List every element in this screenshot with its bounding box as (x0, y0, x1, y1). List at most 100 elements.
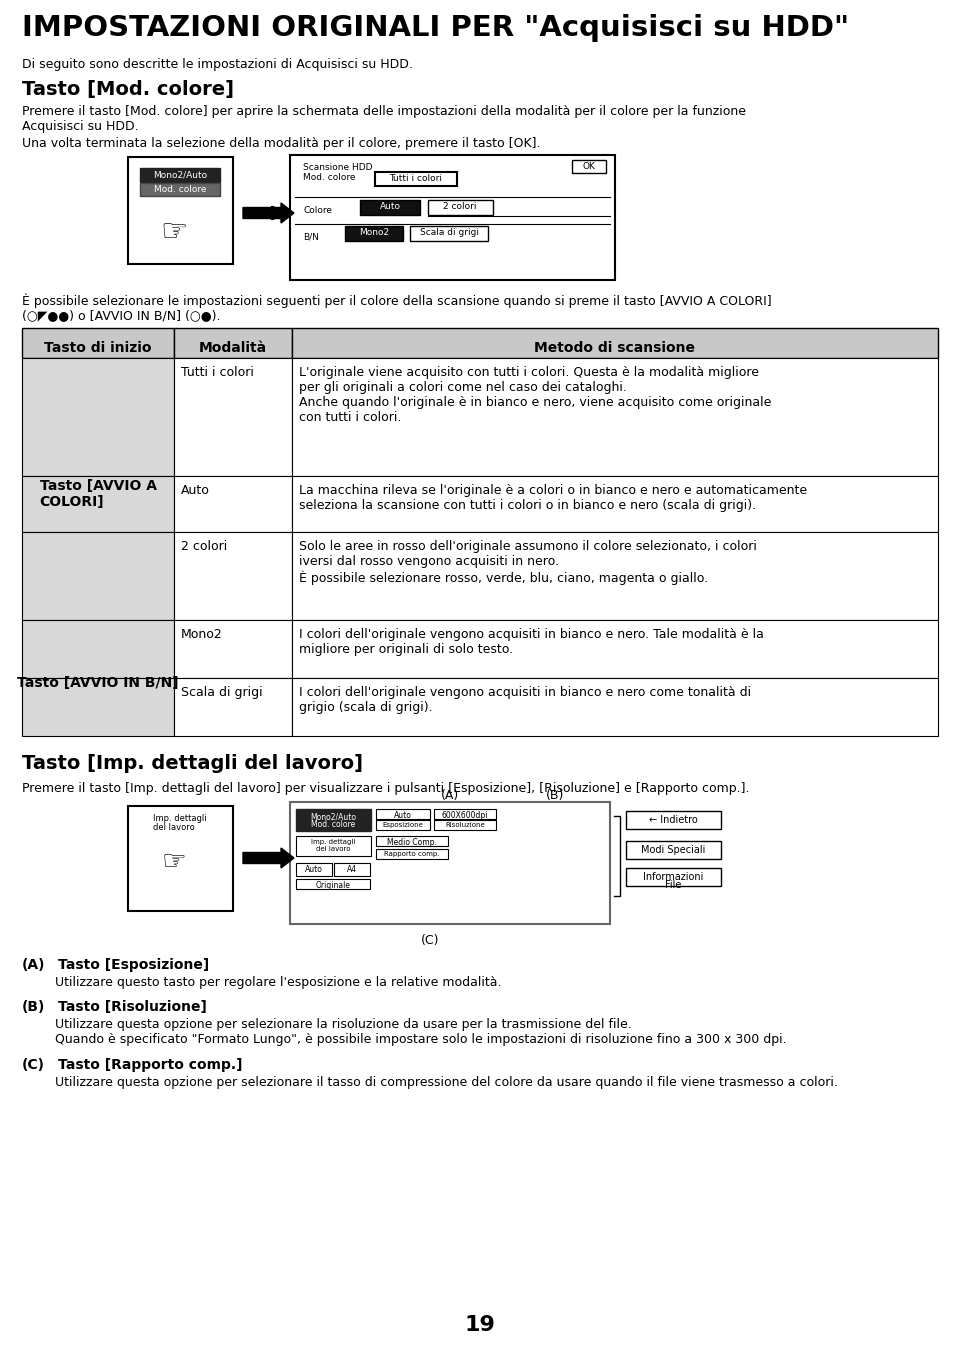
Bar (334, 863, 370, 875)
Text: Mono2: Mono2 (359, 229, 389, 237)
Text: Solo le aree in rosso dell'originale assumono il colore selezionato, i colori
iv: Solo le aree in rosso dell'originale ass… (299, 540, 756, 584)
Text: Tasto [Imp. dettagli del lavoro]: Tasto [Imp. dettagli del lavoro] (22, 754, 363, 773)
Text: Tasto [Rapporto comp.]: Tasto [Rapporto comp.] (58, 1058, 243, 1072)
Text: ← Indietro: ← Indietro (649, 815, 697, 825)
Bar (410, 226, 488, 241)
Text: Mod. colore: Mod. colore (311, 820, 355, 829)
Bar (292, 327, 938, 359)
Text: Risoluzione: Risoluzione (445, 823, 485, 828)
Bar (292, 532, 938, 620)
Text: (A): (A) (441, 789, 459, 802)
Bar (140, 183, 220, 196)
Bar (376, 809, 430, 819)
Bar (22, 327, 174, 359)
Bar (22, 532, 174, 620)
Text: Tasto di inizio: Tasto di inizio (44, 341, 152, 354)
Text: Quando è specificato "Formato Lungo", è possibile impostare solo le impostazioni: Quando è specificato "Formato Lungo", è … (55, 1032, 786, 1046)
Text: Originale: Originale (316, 881, 350, 890)
Text: (C): (C) (22, 1058, 45, 1072)
Text: L'originale viene acquisito con tutti i colori. Questa è la modalità migliore
pe: L'originale viene acquisito con tutti i … (299, 367, 772, 423)
Text: Acquisisci su HDD.: Acquisisci su HDD. (22, 120, 138, 133)
Text: Auto: Auto (394, 810, 412, 820)
Text: del lavoro: del lavoro (316, 846, 350, 852)
Text: Premere il tasto [Mod. colore] per aprire la schermata delle impostazioni della : Premere il tasto [Mod. colore] per aprir… (22, 106, 746, 118)
Text: Imp. dettagli: Imp. dettagli (311, 839, 355, 846)
Bar (22, 476, 174, 532)
Text: (○◤●●) o [AVVIO IN B/N] (○●).: (○◤●●) o [AVVIO IN B/N] (○●). (22, 308, 221, 322)
Text: Colore: Colore (303, 206, 332, 215)
Bar (174, 359, 292, 476)
Text: Mono2: Mono2 (181, 628, 223, 641)
Text: Mono2/Auto: Mono2/Auto (310, 812, 356, 821)
Text: (B): (B) (22, 1000, 45, 1013)
Bar (290, 802, 610, 924)
Text: Medio Comp.: Medio Comp. (387, 838, 437, 847)
Text: La macchina rileva se l'originale è a colori o in bianco e nero e automaticament: La macchina rileva se l'originale è a co… (299, 484, 807, 511)
Text: OK: OK (583, 162, 595, 170)
Text: (C): (C) (420, 934, 440, 947)
Bar (428, 200, 493, 215)
Bar (174, 327, 292, 359)
Text: Mono2/Auto: Mono2/Auto (153, 170, 207, 179)
Text: Auto: Auto (379, 202, 400, 211)
Text: I colori dell'originale vengono acquisiti in bianco e nero come tonalità di
grig: I colori dell'originale vengono acquisit… (299, 686, 751, 714)
Text: Scansione HDD: Scansione HDD (303, 162, 372, 172)
Text: File: File (665, 879, 682, 890)
Bar (434, 820, 496, 829)
Text: È possibile selezionare le impostazioni seguenti per il colore della scansione q: È possibile selezionare le impostazioni … (22, 294, 772, 308)
Text: 2 colori: 2 colori (181, 540, 228, 553)
Text: Di seguito sono descritte le impostazioni di Acquisisci su HDD.: Di seguito sono descritte le impostazion… (22, 58, 413, 70)
Text: Mod. colore: Mod. colore (154, 185, 206, 193)
Bar (376, 848, 448, 859)
Bar (128, 806, 233, 911)
Text: 600X600dpi: 600X600dpi (442, 810, 489, 820)
Text: 19: 19 (465, 1315, 495, 1335)
Text: Mod. colore: Mod. colore (303, 173, 355, 183)
Text: Modalità: Modalità (199, 341, 267, 354)
Text: Tasto [Mod. colore]: Tasto [Mod. colore] (22, 80, 234, 99)
Bar (174, 620, 292, 678)
Bar (626, 842, 721, 859)
Text: Tasto [AVVIO A
COLORI]: Tasto [AVVIO A COLORI] (39, 479, 156, 509)
Text: Modi Speciali: Modi Speciali (641, 846, 706, 855)
Text: (B): (B) (546, 789, 564, 802)
Text: Esposizione: Esposizione (383, 823, 423, 828)
Text: Informazioni: Informazioni (643, 871, 703, 882)
Text: (A): (A) (22, 958, 45, 971)
Text: B/N: B/N (303, 231, 319, 241)
Bar (128, 157, 233, 264)
Text: Scala di grigi: Scala di grigi (420, 229, 478, 237)
Text: Auto: Auto (181, 484, 210, 497)
Bar (292, 359, 938, 476)
Text: ☞: ☞ (160, 218, 188, 248)
Text: Imp. dettagli: Imp. dettagli (153, 815, 206, 823)
Bar (290, 156, 615, 280)
Bar (572, 160, 606, 173)
Bar (626, 869, 721, 886)
Bar (22, 678, 174, 736)
Bar (626, 810, 721, 829)
Text: Scala di grigi: Scala di grigi (181, 686, 263, 700)
FancyArrow shape (243, 848, 294, 869)
Text: IMPOSTAZIONI ORIGINALI PER "Acquisisci su HDD": IMPOSTAZIONI ORIGINALI PER "Acquisisci s… (22, 14, 850, 42)
Bar (22, 359, 174, 476)
Text: Tasto [AVVIO IN B/N]: Tasto [AVVIO IN B/N] (17, 676, 179, 690)
Bar (296, 879, 370, 889)
Bar (22, 620, 174, 678)
Bar (360, 200, 420, 215)
Bar (296, 809, 371, 831)
Bar (376, 820, 430, 829)
Text: Metodo di scansione: Metodo di scansione (535, 341, 695, 354)
Text: del lavoro: del lavoro (153, 823, 195, 832)
Text: ☞: ☞ (161, 848, 186, 875)
Text: Tasto [Esposizione]: Tasto [Esposizione] (58, 958, 209, 971)
Text: Utilizzare questa opzione per selezionare la risoluzione da usare per la trasmis: Utilizzare questa opzione per selezionar… (55, 1017, 632, 1031)
Text: 2 colori: 2 colori (444, 202, 477, 211)
Bar (292, 476, 938, 532)
Bar (434, 809, 496, 819)
Bar (296, 863, 332, 875)
Text: Auto: Auto (305, 865, 323, 874)
Text: Tutti i colori: Tutti i colori (390, 175, 443, 183)
Bar (174, 476, 292, 532)
Bar (140, 168, 220, 183)
